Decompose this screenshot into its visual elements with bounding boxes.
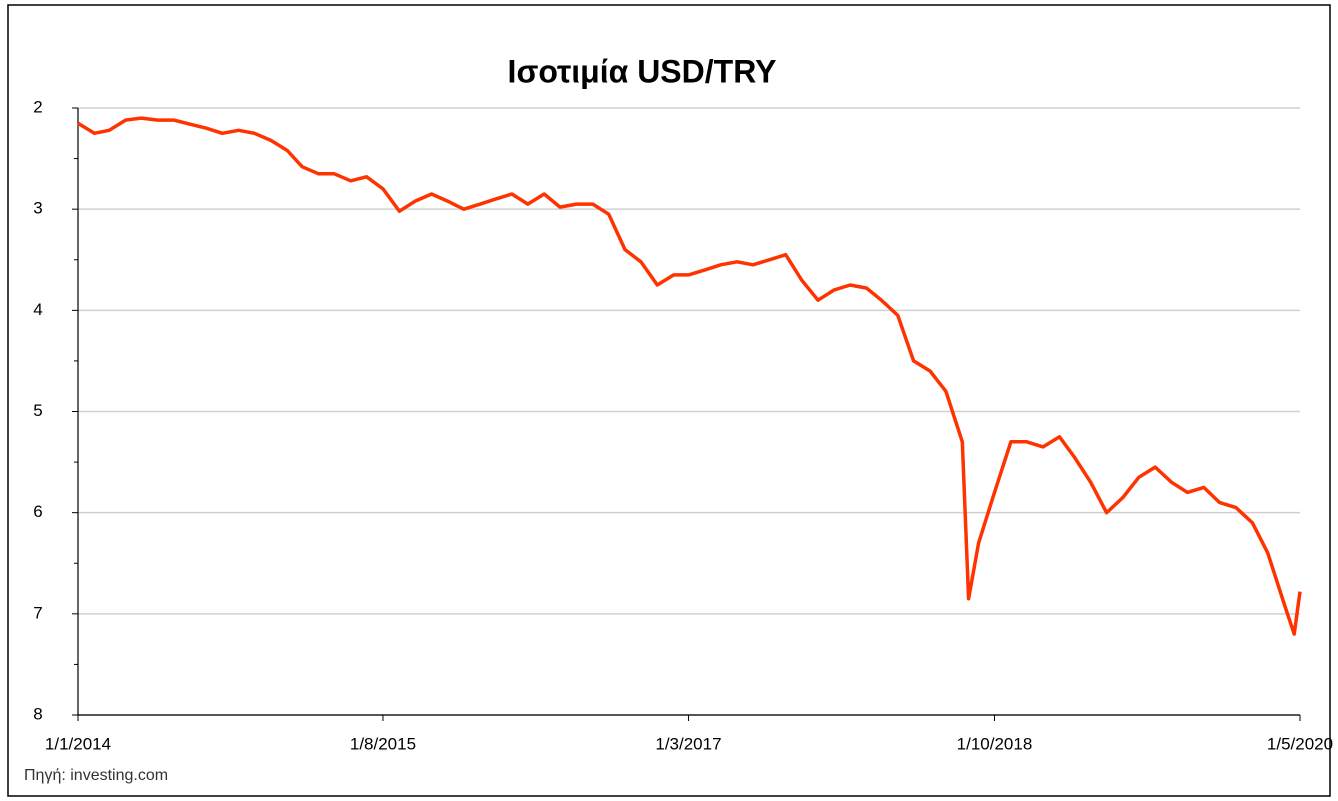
- frame: [7, 4, 1331, 797]
- x-tick-label: 1/1/2014: [45, 734, 111, 753]
- x-tick-label: 1/10/2018: [957, 734, 1033, 753]
- y-tick-label: 5: [33, 401, 42, 420]
- source-note: Πηγή: investing.com: [24, 767, 168, 784]
- y-tick-label: 3: [33, 199, 42, 218]
- x-tick-label: 1/5/2020: [1267, 734, 1333, 753]
- y-tick-label: 8: [33, 704, 42, 723]
- x-tick-label: 1/8/2015: [350, 734, 416, 753]
- data-line: [77, 116, 1302, 636]
- x-tick-label: 1/3/2017: [655, 734, 721, 753]
- y-tick-label: 7: [33, 603, 42, 622]
- y-tick-label: 2: [33, 97, 42, 116]
- y-tick-label: 6: [33, 502, 42, 521]
- chart-title: Ισοτιμία USD/TRY: [508, 53, 777, 89]
- y-tick-label: 4: [33, 300, 42, 319]
